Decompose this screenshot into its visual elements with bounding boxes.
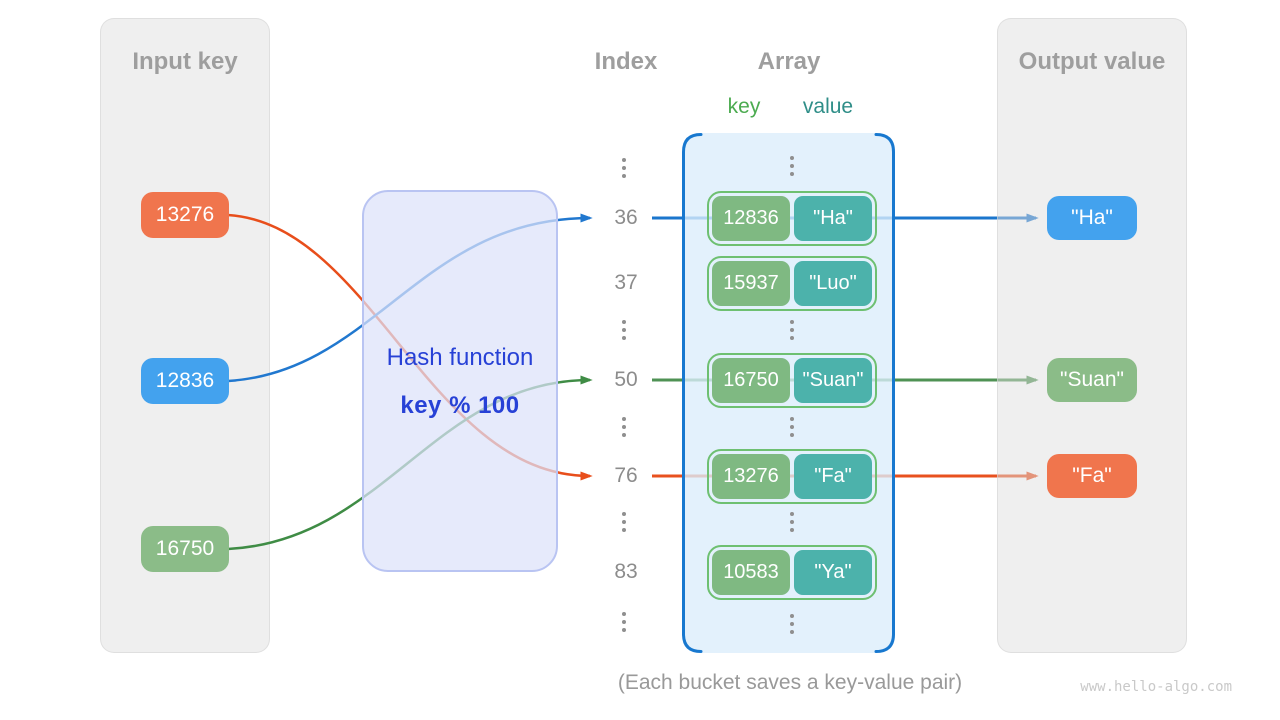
bucket-index-37: 15937 "Luo" — [707, 256, 877, 311]
output-value-panel — [997, 18, 1187, 653]
vertical-ellipsis-icon — [622, 158, 626, 178]
vertical-ellipsis-icon — [622, 512, 626, 532]
vertical-ellipsis-icon — [790, 417, 794, 437]
index-83: 83 — [614, 560, 638, 583]
bucket-key: 15937 — [712, 261, 790, 306]
bucket-key: 10583 — [712, 550, 790, 595]
bucket-value: "Ya" — [794, 550, 872, 595]
bucket-key: 16750 — [712, 358, 790, 403]
vertical-ellipsis-icon — [790, 614, 794, 634]
vertical-ellipsis-icon — [622, 417, 626, 437]
bucket-key: 13276 — [712, 454, 790, 499]
vertical-ellipsis-icon — [790, 512, 794, 532]
bucket-key: 12836 — [712, 196, 790, 241]
hash-function-box — [362, 190, 558, 572]
bucket-index-50: 16750 "Suan" — [707, 353, 877, 408]
index-76: 76 — [614, 464, 638, 487]
site-watermark: www.hello-algo.com — [1080, 679, 1232, 695]
index-36: 36 — [614, 206, 638, 229]
output-panel-title: Output value — [1018, 48, 1166, 75]
bucket-value: "Fa" — [794, 454, 872, 499]
bucket-index-36: 12836 "Ha" — [707, 191, 877, 246]
input-key-16750: 16750 — [141, 526, 229, 572]
bucket-index-83: 10583 "Ya" — [707, 545, 877, 600]
index-37: 37 — [614, 271, 638, 294]
bucket-value: "Ha" — [794, 196, 872, 241]
vertical-ellipsis-icon — [790, 320, 794, 340]
array-key-header: key — [727, 95, 761, 118]
bucket-value: "Suan" — [794, 358, 872, 403]
bucket-value: "Luo" — [794, 261, 872, 306]
output-value-ha: "Ha" — [1047, 196, 1137, 240]
vertical-ellipsis-icon — [790, 156, 794, 176]
hash-function-formula: key % 100 — [400, 392, 520, 419]
vertical-ellipsis-icon — [622, 320, 626, 340]
input-key-12836: 12836 — [141, 358, 229, 404]
hash-function-label: Hash function — [386, 344, 534, 371]
index-column-title: Index — [594, 48, 658, 75]
bucket-index-76: 13276 "Fa" — [707, 449, 877, 504]
vertical-ellipsis-icon — [622, 612, 626, 632]
diagram-caption: (Each bucket saves a key-value pair) — [617, 671, 963, 694]
input-key-13276: 13276 — [141, 192, 229, 238]
index-50: 50 — [614, 368, 638, 391]
array-value-header: value — [802, 95, 854, 118]
output-value-fa: "Fa" — [1047, 454, 1137, 498]
array-title: Array — [757, 48, 821, 75]
input-panel-title: Input key — [132, 48, 238, 75]
output-value-suan: "Suan" — [1047, 358, 1137, 402]
